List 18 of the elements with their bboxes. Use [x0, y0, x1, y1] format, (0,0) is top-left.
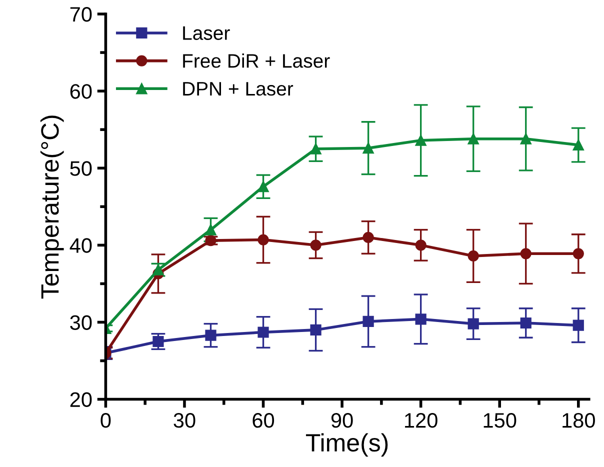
x-tick-label: 150: [484, 413, 516, 428]
x-tick-label: 30: [174, 413, 196, 428]
x-tick-label: 120: [405, 413, 438, 428]
y-tick-label: 50: [70, 161, 92, 176]
legend-label: DPN + Laser: [183, 82, 294, 96]
y-tick-label: 70: [70, 7, 92, 22]
y-tick-label: 40: [70, 238, 92, 253]
y-axis-title: Temperature(°C): [40, 116, 64, 299]
y-tick-label: 60: [70, 84, 92, 99]
y-tick-label: 20: [70, 392, 92, 408]
x-tick-label: 90: [331, 413, 353, 428]
x-tick-label: 0: [100, 413, 111, 428]
legend-label: Laser: [183, 26, 230, 40]
y-tick-label: 30: [70, 315, 92, 330]
legend-label: Free DiR + Laser: [183, 54, 330, 68]
x-axis-title: Time(s): [306, 433, 388, 457]
x-tick-label: 180: [562, 413, 595, 428]
x-tick-label: 60: [252, 413, 274, 428]
